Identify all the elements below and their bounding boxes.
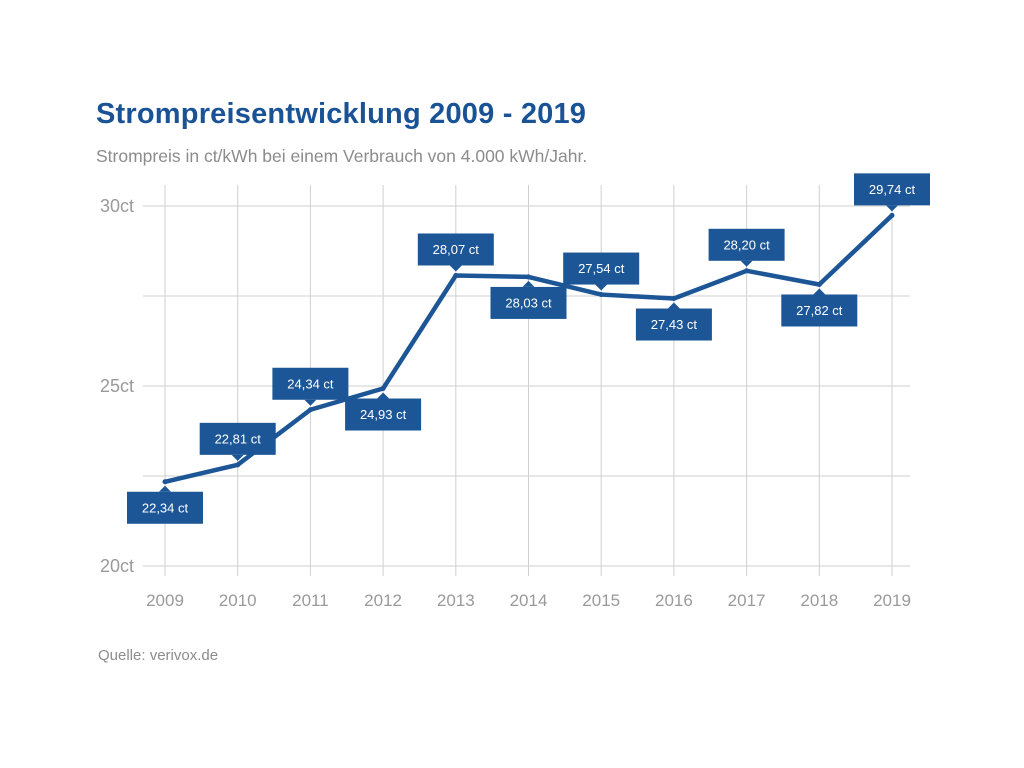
data-label-text: 27,43 ct xyxy=(651,317,698,332)
data-label: 27,43 ct xyxy=(635,302,712,341)
data-label: 22,34 ct xyxy=(127,485,203,524)
data-label-box xyxy=(781,294,858,327)
y-tick-label: 30ct xyxy=(100,196,134,216)
data-label-pointer xyxy=(740,260,753,267)
x-tick-label: 2016 xyxy=(655,591,693,610)
data-labels: 22,34 ct 22,81 ct 24,34 ct 24,93 ct 28,07 ct… xyxy=(127,173,930,524)
data-label-box xyxy=(563,252,640,285)
data-label: 24,34 ct xyxy=(272,367,349,406)
data-label-pointer xyxy=(595,284,608,291)
data-label-pointer xyxy=(886,205,898,212)
x-tick-label: 2017 xyxy=(728,591,766,610)
data-label-box xyxy=(127,491,203,524)
data-label-pointer xyxy=(522,280,535,287)
data-label-box xyxy=(345,398,422,431)
data-label: 27,82 ct xyxy=(781,288,858,327)
data-label: 28,20 ct xyxy=(708,228,785,267)
data-label: 28,07 ct xyxy=(417,233,494,272)
data-label-pointer xyxy=(377,392,390,399)
data-label: 22,81 ct xyxy=(199,422,276,461)
data-label-text: 29,74 ct xyxy=(869,182,916,197)
data-point xyxy=(307,407,313,413)
data-label-text: 22,34 ct xyxy=(142,500,189,515)
grid-lines xyxy=(143,185,910,576)
data-label-pointer xyxy=(159,485,171,492)
data-label-pointer xyxy=(304,399,317,406)
data-point xyxy=(235,462,241,468)
x-tick-label: 2015 xyxy=(582,591,620,610)
x-tick-label: 2014 xyxy=(510,591,548,610)
data-label-pointer xyxy=(449,265,462,272)
data-label-box xyxy=(854,173,930,206)
data-label-box xyxy=(417,233,494,266)
data-label-box xyxy=(490,286,567,319)
y-axis-ticks: 20ct 25ct 30ct xyxy=(100,196,134,576)
chart-title: Strompreisentwicklung 2009 - 2019 xyxy=(96,98,587,130)
data-point xyxy=(816,281,822,287)
data-label-box xyxy=(272,367,349,400)
data-point xyxy=(162,479,168,485)
source-note: Quelle: verivox.de xyxy=(98,647,219,664)
data-label-pointer xyxy=(667,302,680,309)
x-axis-ticks: 2009 2010 2011 2012 2013 2014 2015 2016 2017 2018… xyxy=(146,591,911,610)
x-tick-label: 2018 xyxy=(800,591,838,610)
x-tick-label: 2010 xyxy=(219,591,257,610)
data-label-pointer xyxy=(813,288,826,295)
data-label-pointer xyxy=(231,454,244,461)
data-label-text: 28,20 ct xyxy=(723,237,770,252)
x-tick-label: 2013 xyxy=(437,591,475,610)
data-label: 27,54 ct xyxy=(563,252,640,291)
series-line-group xyxy=(162,212,895,485)
data-label-text: 27,54 ct xyxy=(578,261,625,276)
data-point xyxy=(453,272,459,278)
chart-subtitle: Strompreis in ct/kWh bei einem Verbrauch… xyxy=(96,146,588,166)
x-tick-label: 2011 xyxy=(292,591,329,610)
data-point xyxy=(598,292,604,298)
data-point xyxy=(671,296,677,302)
data-point xyxy=(526,274,531,280)
data-label-box xyxy=(708,228,785,261)
data-label-text: 28,03 ct xyxy=(505,295,552,310)
x-tick-label: 2012 xyxy=(364,591,402,610)
data-label-text: 24,34 ct xyxy=(287,376,334,391)
data-label-box xyxy=(635,308,712,341)
x-tick-label: 2009 xyxy=(146,591,184,610)
data-point xyxy=(889,212,895,218)
data-point xyxy=(380,386,386,392)
data-point xyxy=(744,268,750,274)
data-label-text: 22,81 ct xyxy=(215,431,262,446)
y-tick-label: 25ct xyxy=(100,376,134,396)
data-label-text: 27,82 ct xyxy=(796,303,843,318)
data-label: 29,74 ct xyxy=(854,173,930,212)
data-label-text: 24,93 ct xyxy=(360,407,407,422)
data-label: 28,03 ct xyxy=(490,280,567,319)
x-tick-label: 2019 xyxy=(873,591,911,610)
data-label-text: 28,07 ct xyxy=(433,242,480,257)
data-label: 24,93 ct xyxy=(345,392,422,431)
y-tick-label: 20ct xyxy=(100,556,134,576)
data-label-box xyxy=(199,422,276,455)
